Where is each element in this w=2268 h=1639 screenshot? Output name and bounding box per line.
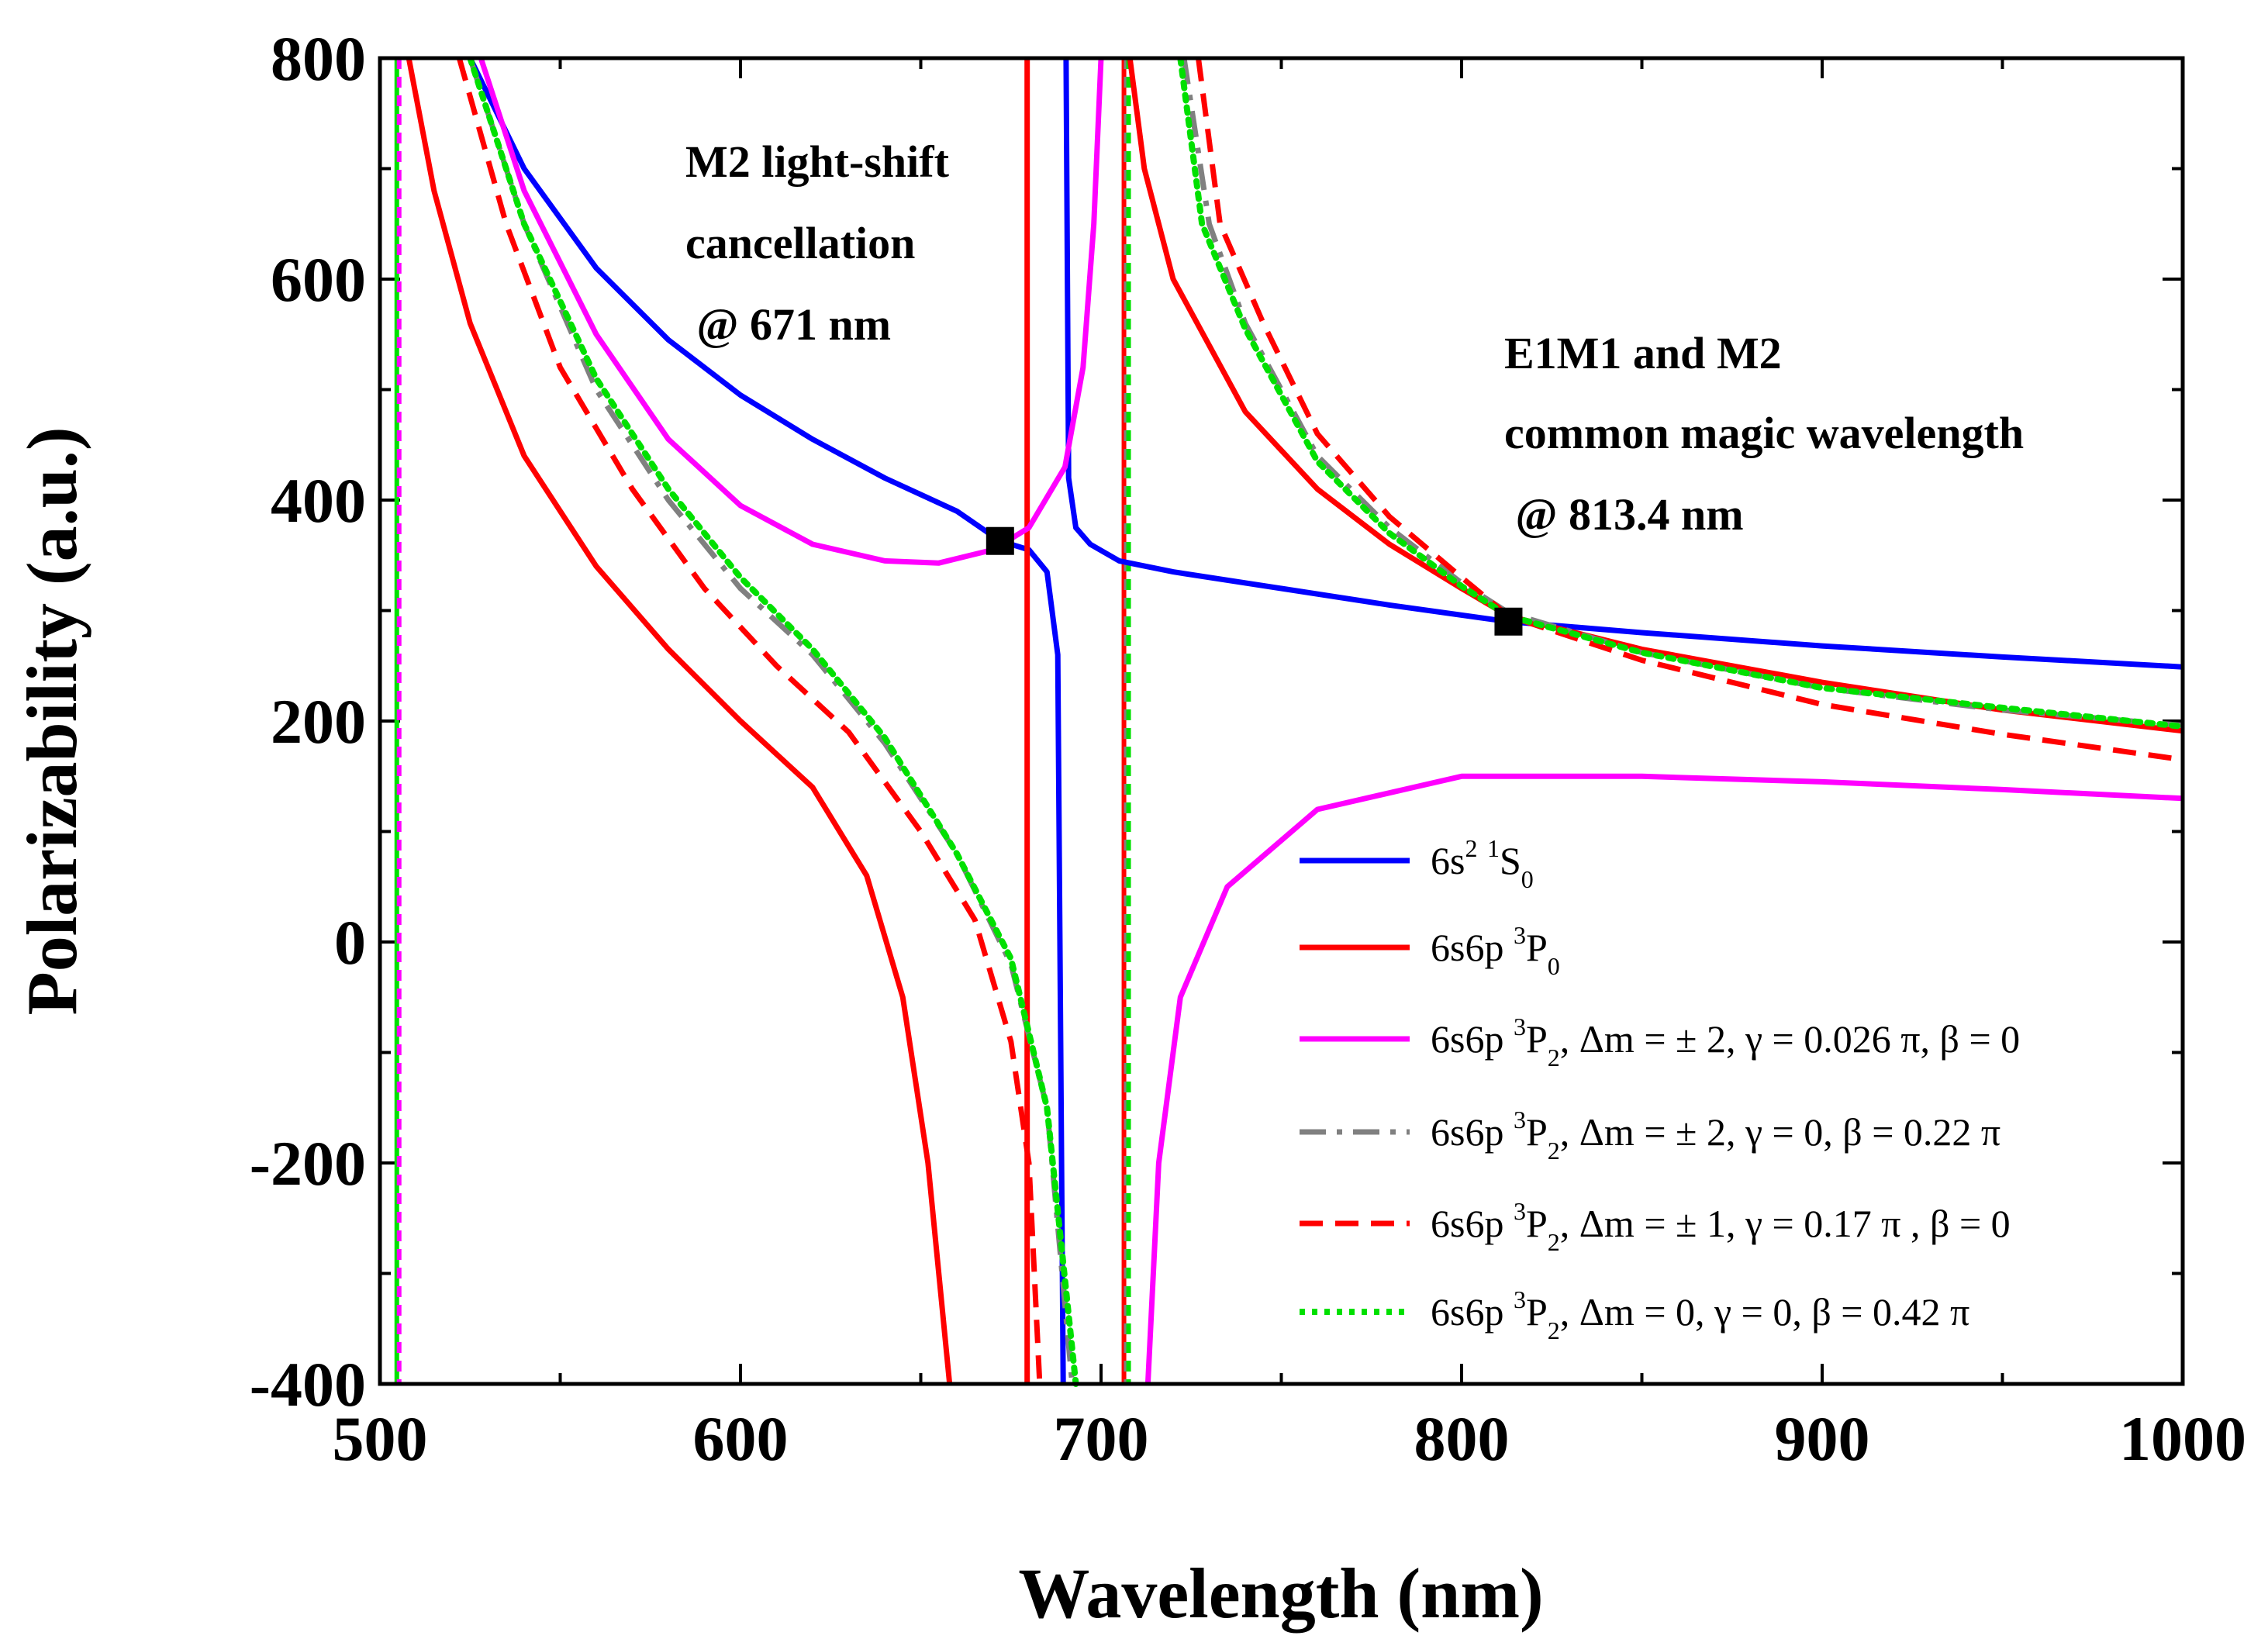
y-tick-label: -200 [250,1128,366,1199]
series-line-5 [1196,58,2183,763]
magic-point-marker [1494,607,1523,636]
y-tick-label: 0 [334,907,366,978]
legend: 6s2 1S0 6s6p 3P0 6s6p 3P2, Δm = ± 2, γ = 0… [1300,834,2020,1344]
series-line-1 [468,58,1066,1385]
legend-label-6: 6s6p 3P2, Δm = 0, γ = 0, β = 0.42 π [1431,1285,1969,1344]
series-line-2 [406,58,953,1385]
y-tick-label: 400 [271,465,366,536]
series-line-4 [467,58,1075,1385]
annotation-common-line3: @ 813.4 nm [1504,489,1744,540]
annotation-m2: M2 light-shift cancellation @ 671 nm [685,136,950,350]
legend-label-2: 6s6p 3P0 [1431,921,1560,980]
x-tick-label: 600 [693,1403,789,1474]
y-tick-label: 800 [271,23,366,94]
x-tick-label: 800 [1414,1403,1510,1474]
legend-label-1: 6s2 1S0 [1431,834,1534,893]
y-axis-title: Polarizability (a.u.) [12,427,91,1016]
y-tick-label: 600 [271,244,366,315]
annotation-m2-line2: cancellation [685,218,915,268]
y-tick-label: -400 [250,1349,366,1420]
x-axis-title: Wavelength (nm) [1018,1554,1543,1633]
magic-point-marker [986,526,1014,555]
x-tick-label: 700 [1054,1403,1149,1474]
annotation-m2-line1: M2 light-shift [685,136,950,187]
series-line-5 [456,58,1043,1385]
series-line-6 [467,58,1079,1387]
x-tick-label: 900 [1775,1403,1870,1474]
plot-frame [378,56,2185,1386]
series-line-6 [1177,58,2183,730]
legend-label-3: 6s6p 3P2, Δm = ± 2, γ = 0.026 π, β = 0 [1431,1013,2020,1071]
annotation-common-line1: E1M1 and M2 [1504,328,1782,378]
x-tick-label: 500 [333,1403,428,1474]
annotation-m2-line3: @ 671 nm [685,299,891,350]
y-tick-label: 200 [271,686,366,757]
series-line-4 [1181,58,2183,729]
x-tick-label: 1000 [2119,1403,2246,1474]
annotation-common: E1M1 and M2 common magic wavelength @ 81… [1504,328,2024,540]
series-line-1 [1063,58,2183,670]
legend-label-5: 6s6p 3P2, Δm = ± 1, γ = 0.17 π , β = 0 [1431,1197,2011,1256]
series-line-3 [478,58,1104,566]
annotation-common-line2: common magic wavelength [1504,408,2024,458]
legend-label-4: 6s6p 3P2, Δm = ± 2, γ = 0, β = 0.22 π [1431,1106,2000,1165]
series-line-3 [1144,773,2183,1385]
series-line-2 [1127,58,2183,734]
